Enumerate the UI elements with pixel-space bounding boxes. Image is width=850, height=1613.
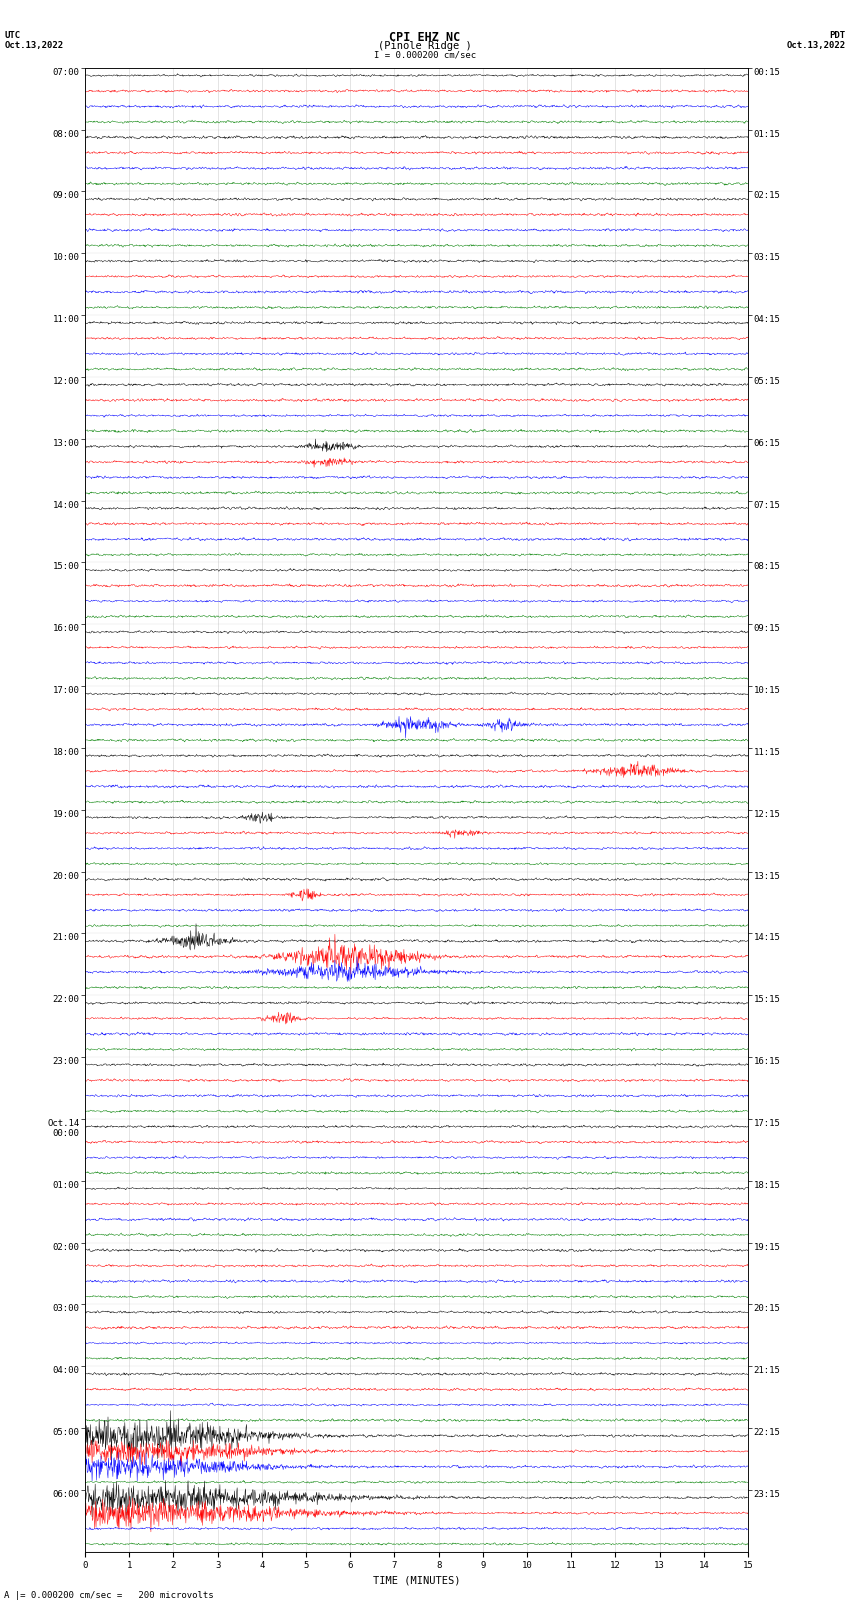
Text: I = 0.000200 cm/sec: I = 0.000200 cm/sec: [374, 50, 476, 60]
Text: PDT: PDT: [830, 31, 846, 40]
Text: Oct.13,2022: Oct.13,2022: [786, 40, 846, 50]
Text: (Pinole Ridge ): (Pinole Ridge ): [378, 40, 472, 52]
X-axis label: TIME (MINUTES): TIME (MINUTES): [373, 1576, 460, 1586]
Text: CPI EHZ NC: CPI EHZ NC: [389, 31, 461, 45]
Text: Oct.13,2022: Oct.13,2022: [4, 40, 64, 50]
Text: A |= 0.000200 cm/sec =   200 microvolts: A |= 0.000200 cm/sec = 200 microvolts: [4, 1590, 214, 1600]
Text: UTC: UTC: [4, 31, 20, 40]
